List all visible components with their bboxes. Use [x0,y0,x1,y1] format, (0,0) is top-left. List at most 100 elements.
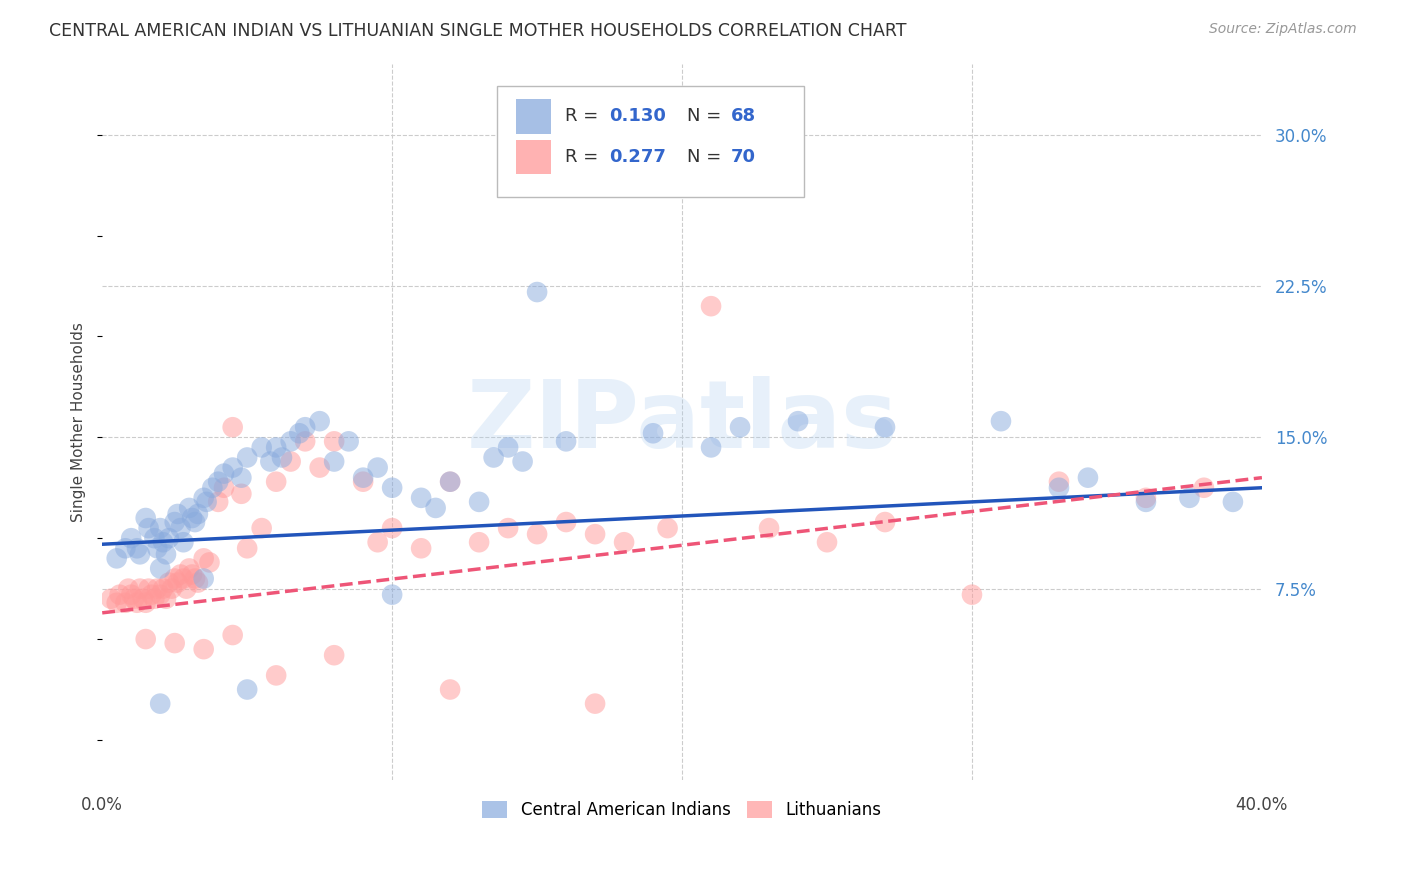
Point [163,636,186,650]
Point [367,535,389,549]
Point [728,420,751,434]
Point [555,515,578,529]
Point [323,648,346,663]
Point [250,521,273,535]
Point [873,515,896,529]
Point [613,178,636,193]
Point [439,475,461,489]
Text: CENTRAL AMERICAN INDIAN VS LITHUANIAN SINGLE MOTHER HOUSEHOLDS CORRELATION CHART: CENTRAL AMERICAN INDIAN VS LITHUANIAN SI… [49,22,907,40]
Point [280,454,302,468]
Point [105,596,128,610]
Point [583,697,606,711]
Point [172,535,194,549]
Point [105,551,128,566]
Point [482,450,505,465]
Point [187,507,209,521]
Text: N =: N = [686,107,727,126]
Point [641,426,664,441]
Point [149,561,172,575]
Point [155,591,177,606]
Point [512,454,534,468]
Point [187,575,209,590]
Point [815,535,838,549]
Point [135,511,157,525]
Point [468,495,491,509]
Point [583,527,606,541]
Point [193,642,215,657]
Point [143,591,166,606]
Point [198,555,221,569]
Point [555,434,578,449]
Y-axis label: Single Mother Households: Single Mother Households [72,322,86,522]
Point [236,450,259,465]
Point [231,487,253,501]
Text: 0.130: 0.130 [609,107,666,126]
Point [411,541,433,556]
Point [308,414,330,428]
Point [193,491,215,505]
Point [179,561,201,575]
FancyBboxPatch shape [516,99,551,134]
Point [138,521,160,535]
Point [323,454,346,468]
Point [264,668,287,682]
Point [526,285,548,299]
Point [352,475,374,489]
Point [184,515,207,529]
Point [166,507,188,521]
Point [236,682,259,697]
Point [1178,491,1201,505]
Point [212,467,235,481]
Point [613,535,636,549]
Point [323,434,346,449]
Point [166,575,188,590]
Point [496,441,519,455]
Point [1077,470,1099,484]
Point [152,582,174,596]
Point [439,682,461,697]
Text: 70: 70 [731,148,756,166]
Point [496,521,519,535]
Point [201,481,224,495]
Point [169,567,191,582]
Point [1192,481,1215,495]
Point [114,596,136,610]
Point [146,541,169,556]
Point [193,551,215,566]
Point [294,434,316,449]
FancyBboxPatch shape [496,86,804,196]
Point [122,591,145,606]
Point [221,628,243,642]
Point [149,697,172,711]
Point [152,535,174,549]
Point [132,591,155,606]
Point [411,491,433,505]
Point [264,441,287,455]
Point [193,572,215,586]
Point [157,531,180,545]
Point [155,547,177,561]
Point [221,460,243,475]
Point [1222,495,1244,509]
Point [160,582,183,596]
Point [125,596,148,610]
Point [184,572,207,586]
Point [990,414,1012,428]
Legend: Central American Indians, Lithuanians: Central American Indians, Lithuanians [475,794,889,826]
Text: Source: ZipAtlas.com: Source: ZipAtlas.com [1209,22,1357,37]
Point [381,521,404,535]
Text: 0.277: 0.277 [609,148,666,166]
Point [700,299,723,313]
Point [143,531,166,545]
Point [149,521,172,535]
Point [700,441,723,455]
Point [236,541,259,556]
Point [1135,495,1157,509]
Point [135,632,157,646]
Point [135,596,157,610]
Point [259,454,281,468]
Point [207,475,229,489]
Point [288,426,311,441]
Point [125,541,148,556]
Point [100,591,122,606]
